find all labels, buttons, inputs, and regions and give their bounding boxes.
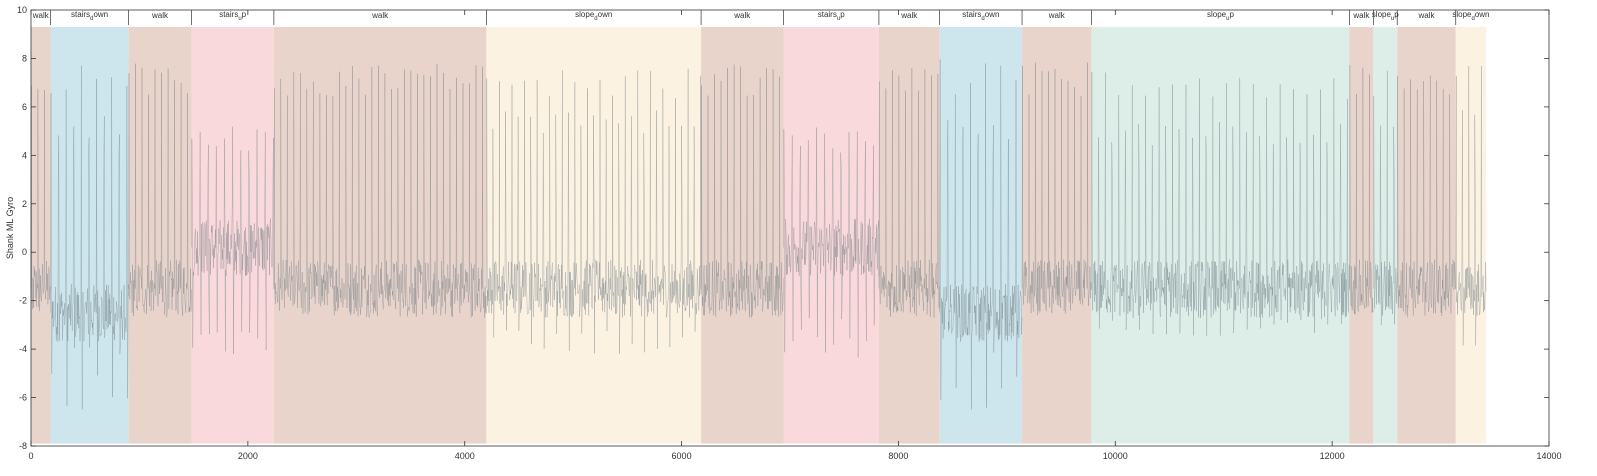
segment-label: stairsdown: [71, 10, 108, 22]
segment-label: walk: [151, 11, 169, 20]
x-tick-label: 8000: [888, 451, 908, 461]
x-tick-label: 4000: [455, 451, 475, 461]
y-tick-label: -4: [19, 344, 27, 354]
y-tick-label: -6: [19, 393, 27, 403]
segment-label: walk: [371, 11, 389, 20]
segment-band-walk: [878, 26, 940, 444]
signal-trace-walk: [1349, 64, 1374, 315]
x-tick-label: 2000: [238, 451, 258, 461]
y-tick-label: 8: [22, 53, 27, 63]
segment-band-stairs-down: [939, 26, 1023, 444]
y-tick-label: 4: [22, 150, 27, 160]
y-axis-title: Shank ML Gyro: [5, 197, 15, 259]
segment-label: walk: [733, 11, 751, 20]
signal-trace-walk: [128, 63, 192, 318]
y-tick-label: 10: [17, 5, 27, 15]
segment-label: walk: [32, 11, 50, 20]
signal-trace-walk: [30, 85, 51, 312]
plot-frame: [30, 9, 1550, 447]
y-tick-label: 6: [22, 102, 27, 112]
signal-trace-walk: [1396, 75, 1456, 318]
segment-band-walk: [128, 26, 192, 444]
signal-trace-stairs-down: [939, 59, 1023, 410]
x-tick-label: 0: [28, 451, 33, 461]
segment-label: stairsup: [818, 10, 845, 22]
signal-trace-walk: [1021, 62, 1092, 316]
x-tick-label: 14000: [1536, 451, 1561, 461]
segment-band-slope-up: [1091, 26, 1350, 444]
segment-label: walk: [900, 11, 918, 20]
segment-labels: walk stairsdown walk stairsup walk slopedown w…: [32, 10, 1490, 25]
segment-label: walk: [1417, 11, 1435, 20]
gyro-signal: [30, 59, 1487, 410]
x-tick-label: 6000: [672, 451, 692, 461]
signal-trace-stairs-up: [191, 126, 275, 355]
signal-trace-stairs-up: [783, 127, 880, 358]
y-tick-label: -8: [19, 441, 27, 451]
segment-label: slopeup: [1207, 10, 1234, 22]
signal-trace-slope-down: [486, 68, 702, 354]
signal-trace-slope-up: [1373, 70, 1398, 326]
signal-trace-walk: [273, 63, 487, 319]
signal-trace-slope-up: [1091, 71, 1350, 336]
segment-band-walk: [31, 26, 51, 444]
y-tick-label: -2: [19, 296, 27, 306]
signal-trace-slope-down: [1455, 65, 1487, 346]
segment-label: slopedown: [575, 10, 612, 22]
segment-band-slope-down: [486, 26, 702, 444]
segment-label: walk: [1352, 11, 1370, 20]
signal-trace-walk: [700, 64, 784, 318]
segment-band-walk: [701, 26, 784, 444]
segment-label: stairsdown: [962, 10, 999, 22]
activity-bands: [31, 26, 1487, 444]
y-tick-label: 2: [22, 199, 27, 209]
segment-band-slope-up: [1373, 26, 1398, 444]
segment-band-walk: [1349, 26, 1374, 444]
x-tick-label: 10000: [1103, 451, 1128, 461]
y-tick-label: 0: [22, 247, 27, 257]
axes: 0 2000 4000 6000 8000 10000 12000 14000 -8 -6 -4 -2…: [17, 5, 1562, 461]
signal-trace-walk: [878, 67, 940, 318]
segment-label: stairsup: [219, 10, 246, 22]
segment-band-walk: [1397, 26, 1456, 444]
segment-label: walk: [1048, 11, 1066, 20]
segment-band-walk: [1022, 26, 1092, 444]
segment-label: slopeup: [1372, 10, 1399, 22]
segment-band-walk: [273, 26, 487, 444]
signal-trace-stairs-down: [50, 65, 129, 410]
x-tick-label: 12000: [1320, 451, 1345, 461]
segment-label: slopedown: [1452, 10, 1489, 22]
